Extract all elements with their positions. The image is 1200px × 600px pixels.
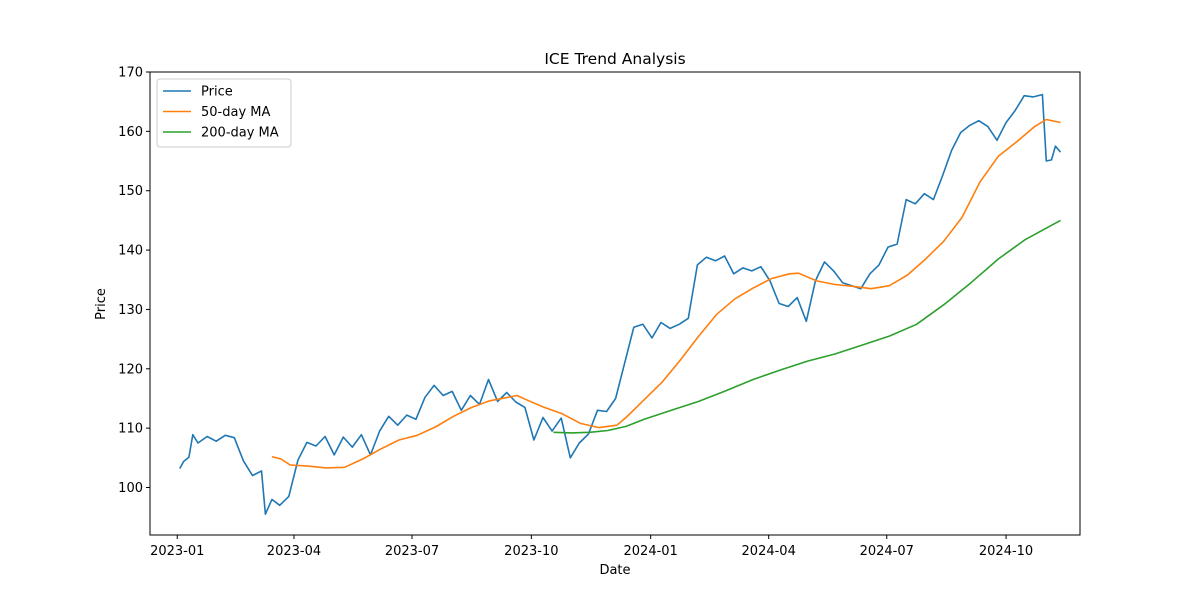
x-axis-label: Date — [599, 563, 630, 578]
legend-label-1: 50-day MA — [201, 105, 270, 120]
series-line-2 — [553, 219, 1061, 434]
y-tick-label-4: 140 — [118, 244, 143, 259]
x-tick-label-5: 2024-04 — [742, 544, 796, 559]
series-line-0 — [179, 93, 1062, 516]
series-line-1 — [271, 118, 1061, 469]
y-axis-label: Price — [94, 288, 109, 320]
legend-box — [156, 78, 292, 148]
y-tick-label-0: 100 — [118, 481, 143, 496]
x-tick-label-6: 2024-07 — [860, 544, 914, 559]
y-tick-label-7: 170 — [118, 66, 143, 81]
chart-title: ICE Trend Analysis — [544, 50, 685, 68]
x-tick-label-2: 2023-07 — [385, 544, 439, 559]
y-axis-ticks: 100 110 120 130 140 150 160 170 — [118, 66, 150, 496]
y-tick-label-5: 150 — [118, 184, 143, 199]
plot-lines — [179, 93, 1062, 516]
legend-label-2: 200-day MA — [201, 126, 279, 141]
legend-label-0: Price — [201, 85, 233, 100]
x-tick-label-0: 2023-01 — [150, 544, 204, 559]
y-tick-label-3: 130 — [118, 303, 143, 318]
x-axis-ticks: 2023-01 2023-04 2023-07 2023-10 2024-01 2024-… — [150, 535, 1033, 559]
x-tick-label-1: 2023-04 — [267, 544, 321, 559]
x-tick-label-7: 2024-10 — [979, 544, 1033, 559]
x-tick-label-3: 2023-10 — [504, 544, 558, 559]
y-tick-label-1: 110 — [118, 422, 143, 437]
x-tick-label-4: 2024-01 — [624, 544, 678, 559]
y-tick-label-2: 120 — [118, 362, 143, 377]
y-tick-label-6: 160 — [118, 125, 143, 140]
plot-frame — [149, 71, 1081, 536]
legend: Price 50-day MA 200-day MA — [156, 78, 292, 148]
